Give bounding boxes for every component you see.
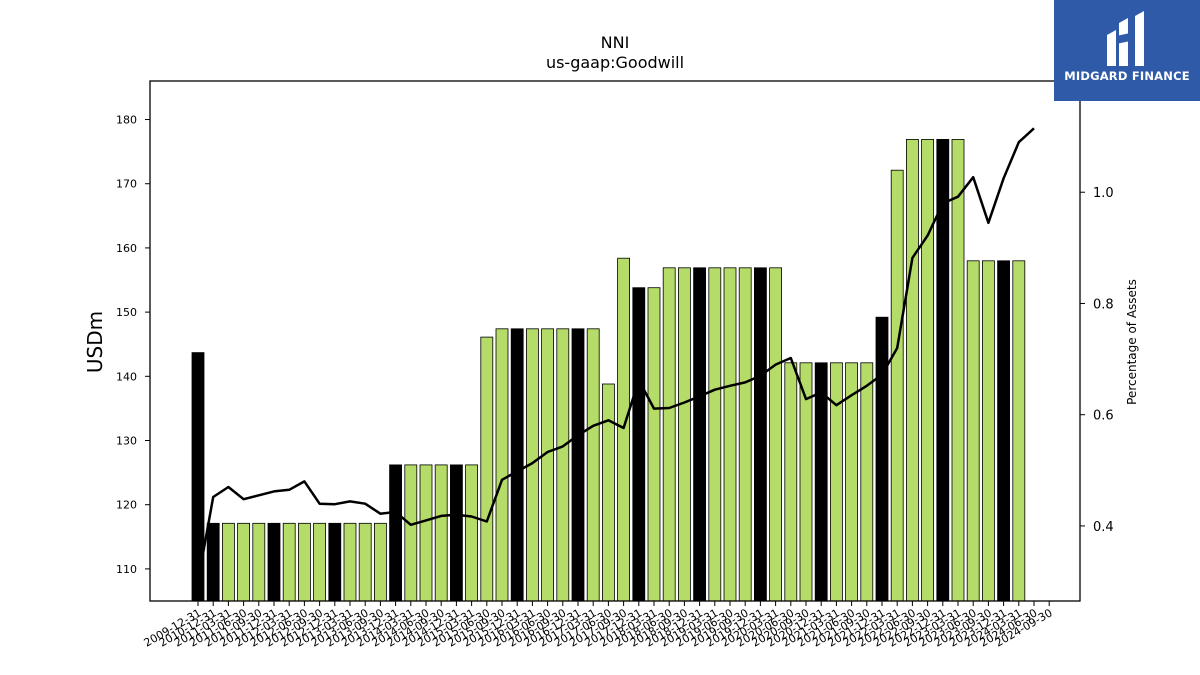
bar-quarterly [434,464,448,602]
series-line [196,127,1035,582]
y2-tick-label: 0.8 [1093,297,1114,312]
y-tick-label: 130 [116,435,137,448]
bar-quarterly [678,267,691,602]
bar-quarterly [662,267,676,602]
bar-annual [449,464,463,602]
bar-quarterly [252,522,266,602]
y-tick-label: 110 [116,563,137,576]
bar-quarterly [237,522,251,602]
bar-annual [206,522,220,602]
y-tick-label: 140 [116,370,137,383]
bar-quarterly [830,362,843,602]
bar-annual [754,267,767,602]
bar-quarterly [890,169,904,602]
bar-quarterly [586,328,600,602]
bar-quarterly [556,328,570,602]
y2-tick-label: 0.6 [1093,409,1114,424]
bar-quarterly [906,138,919,602]
line-layer [196,127,1035,582]
y-tick-label: 160 [116,242,137,255]
axes-layer: 1101201301401501601701800.40.60.81.02009… [116,80,1114,650]
y2-axis-label: Percentage of Assets [1125,279,1139,405]
bar-quarterly [495,328,509,602]
plot-frame [149,80,1081,602]
bar-quarterly [602,383,615,602]
bar-annual [571,328,585,602]
bar-quarterly [358,522,372,602]
bar-quarterly [465,464,479,602]
bar-annual [693,267,706,602]
bar-annual [936,138,950,602]
bar-annual [632,287,646,602]
y-tick-label: 150 [116,306,137,319]
y-tick-label: 120 [116,499,137,512]
bar-annual [997,260,1010,602]
bar-annual [814,362,828,602]
bar-quarterly [373,522,387,602]
bar-quarterly [982,260,995,602]
bar-quarterly [738,267,752,602]
bar-quarterly [966,260,980,602]
bar-quarterly [404,464,418,602]
bar-quarterly [419,464,433,602]
bar-quarterly [480,336,494,602]
y2-tick-label: 1.0 [1093,186,1114,201]
y2-tick-label: 0.4 [1093,520,1114,535]
bar-quarterly [343,522,357,602]
bars-layer [191,138,1026,602]
midgard-logo-icon [1102,8,1152,70]
bar-quarterly [282,522,296,602]
bar-quarterly [921,138,934,602]
bar-quarterly [297,522,311,602]
y-axis-label: USDm [83,311,107,373]
logo-text: MIDGARD FINANCE [1064,69,1190,83]
bar-annual [875,316,889,602]
bar-quarterly [723,267,737,602]
bar-quarterly [951,138,965,602]
chart-title: NNI [601,33,630,52]
bar-quarterly [541,328,554,602]
bar-annual [267,522,281,602]
bar-quarterly [617,257,630,602]
bar-annual [328,522,342,602]
chart-subtitle: us-gaap:Goodwill [546,53,684,72]
bar-annual [389,464,403,602]
bar-quarterly [708,267,722,602]
bar-quarterly [221,522,235,602]
y-tick-label: 180 [116,114,137,127]
bar-quarterly [784,362,798,602]
bar-quarterly [313,522,327,602]
y-tick-label: 170 [116,178,137,191]
bar-quarterly [769,267,782,602]
bar-quarterly [1012,260,1026,602]
brand-logo: MIDGARD FINANCE [1054,0,1200,101]
bar-quarterly [860,362,874,602]
bar-annual [510,328,524,602]
bar-quarterly [647,287,661,602]
